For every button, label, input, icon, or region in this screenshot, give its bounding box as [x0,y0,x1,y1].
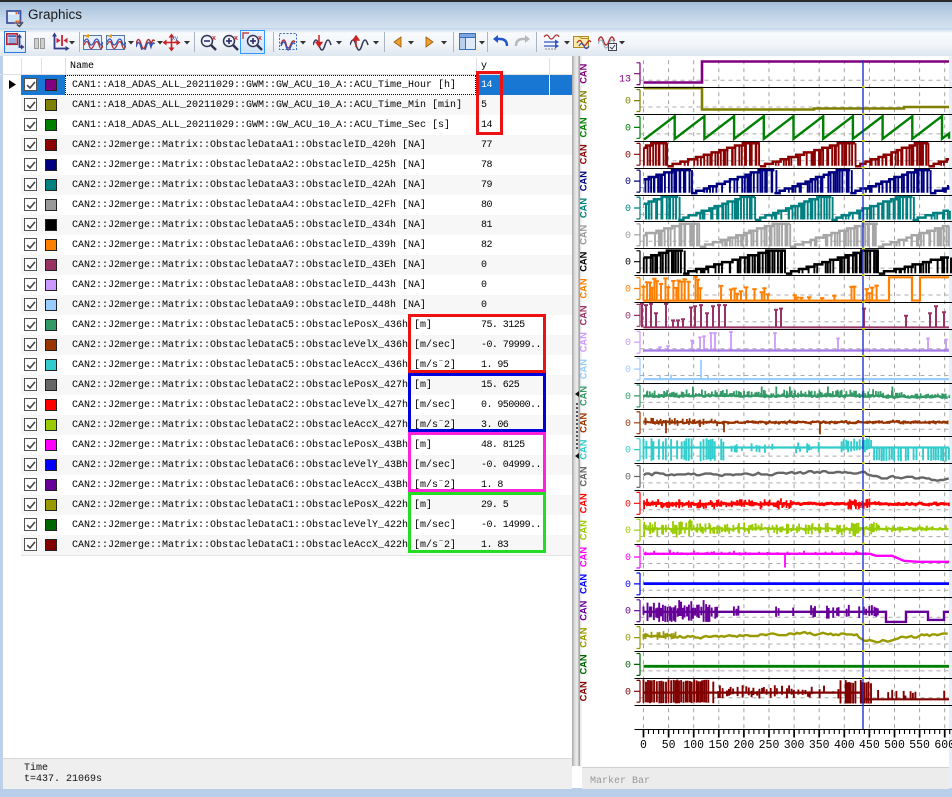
svg-text:CAN: CAN [579,251,589,271]
svg-text:0: 0 [625,204,631,215]
svg-text:0: 0 [625,607,631,618]
svg-text:CAN: CAN [579,493,589,513]
svg-text:CAN: CAN [579,144,589,164]
svg-text:0: 0 [625,499,631,510]
svg-text:0: 0 [625,150,631,161]
svg-text:100: 100 [683,739,704,752]
svg-text:0: 0 [625,338,631,349]
svg-text:0: 0 [625,311,631,322]
svg-text:0: 0 [625,365,631,376]
svg-text:0: 0 [625,526,631,537]
svg-text:x: x [212,35,216,42]
svg-text:CAN: CAN [579,359,589,379]
svg-text:0: 0 [640,739,647,752]
svg-text:CAN: CAN [579,90,589,110]
svg-text:CAN: CAN [579,466,589,486]
svg-text:0: 0 [625,123,631,134]
svg-text:CAN: CAN [579,332,589,352]
svg-text:13: 13 [619,75,631,86]
svg-text:0: 0 [625,177,631,188]
svg-text:x: x [234,35,238,42]
svg-text:0: 0 [625,473,631,484]
svg-text:CAN: CAN [579,439,589,459]
svg-text:CAN: CAN [579,305,589,325]
svg-text:CAN: CAN [579,224,589,244]
svg-text:500: 500 [884,739,905,752]
svg-text:CAN: CAN [579,198,589,218]
svg-text:0: 0 [625,660,631,671]
svg-text:CAN: CAN [579,63,589,83]
svg-text:450: 450 [859,739,880,752]
svg-text:CAN: CAN [579,386,589,406]
svg-text:0: 0 [625,553,631,564]
svg-text:0: 0 [625,258,631,269]
svg-text:550: 550 [909,739,930,752]
svg-text:CAN: CAN [579,654,589,674]
svg-text:CAN: CAN [579,412,589,432]
svg-text:50: 50 [662,739,676,752]
svg-text:600: 600 [934,739,952,752]
svg-text:0: 0 [625,634,631,645]
svg-text:0: 0 [625,231,631,242]
svg-text:0: 0 [625,687,631,698]
svg-text:CAN: CAN [579,681,589,701]
svg-text:CAN: CAN [579,600,589,620]
svg-text:0: 0 [625,419,631,430]
svg-text:300: 300 [784,739,805,752]
svg-text:0: 0 [625,580,631,591]
svg-text:CAN: CAN [579,574,589,594]
svg-text:CAN: CAN [579,278,589,298]
svg-text:CAN: CAN [579,117,589,137]
svg-text:x: x [258,35,262,42]
svg-text:CAN: CAN [579,520,589,540]
svg-text:0: 0 [625,285,631,296]
svg-text:350: 350 [809,739,830,752]
svg-text:200: 200 [734,739,755,752]
svg-text:0: 0 [625,392,631,403]
svg-text:250: 250 [759,739,780,752]
svg-text:xy: xy [172,36,178,42]
svg-text:CAN: CAN [579,171,589,191]
svg-text:0: 0 [625,446,631,457]
svg-text:150: 150 [708,739,729,752]
svg-text:400: 400 [834,739,855,752]
svg-text:0: 0 [625,97,631,108]
svg-text:CAN: CAN [579,547,589,567]
svg-text:CAN: CAN [579,627,589,647]
